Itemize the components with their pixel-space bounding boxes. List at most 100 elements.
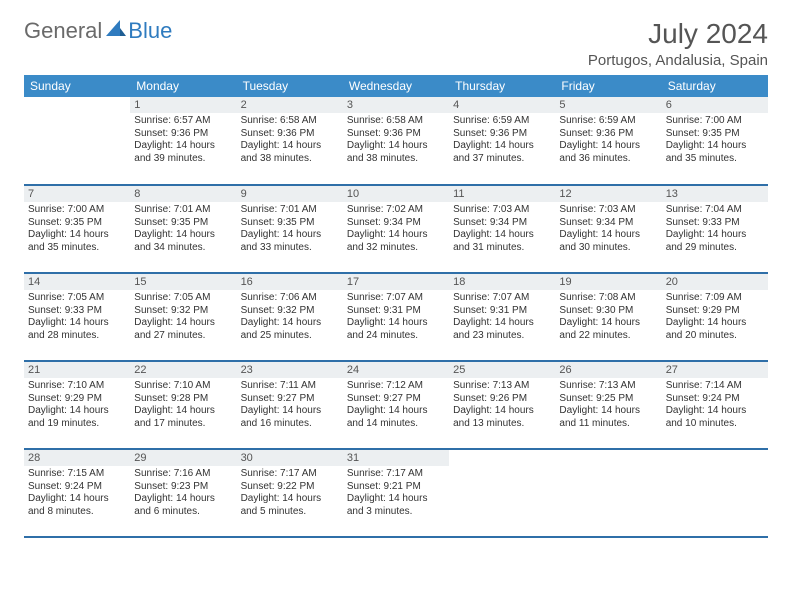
day-content: Sunrise: 6:57 AMSunset: 9:36 PMDaylight:…	[130, 113, 236, 167]
sunset-text: Sunset: 9:24 PM	[666, 393, 764, 406]
calendar-day: 7Sunrise: 7:00 AMSunset: 9:35 PMDaylight…	[24, 185, 130, 273]
sunset-text: Sunset: 9:36 PM	[241, 128, 339, 141]
calendar-day: 24Sunrise: 7:12 AMSunset: 9:27 PMDayligh…	[343, 361, 449, 449]
sunrise-text: Sunrise: 7:03 AM	[559, 204, 657, 217]
sunrise-text: Sunrise: 7:17 AM	[241, 468, 339, 481]
day-number: 22	[130, 362, 236, 378]
day-content: Sunrise: 7:09 AMSunset: 9:29 PMDaylight:…	[662, 290, 768, 344]
calendar-day: 26Sunrise: 7:13 AMSunset: 9:25 PMDayligh…	[555, 361, 661, 449]
sunrise-text: Sunrise: 6:58 AM	[347, 115, 445, 128]
sunrise-text: Sunrise: 7:13 AM	[559, 380, 657, 393]
sunrise-text: Sunrise: 7:13 AM	[453, 380, 551, 393]
sunrise-text: Sunrise: 7:03 AM	[453, 204, 551, 217]
day-content: Sunrise: 7:13 AMSunset: 9:26 PMDaylight:…	[449, 378, 555, 432]
calendar-day: 20Sunrise: 7:09 AMSunset: 9:29 PMDayligh…	[662, 273, 768, 361]
day-content: Sunrise: 7:05 AMSunset: 9:33 PMDaylight:…	[24, 290, 130, 344]
sunset-text: Sunset: 9:27 PM	[347, 393, 445, 406]
day-number: 3	[343, 97, 449, 113]
day-number: 8	[130, 186, 236, 202]
calendar-day: 15Sunrise: 7:05 AMSunset: 9:32 PMDayligh…	[130, 273, 236, 361]
sunset-text: Sunset: 9:36 PM	[347, 128, 445, 141]
calendar-head: SundayMondayTuesdayWednesdayThursdayFrid…	[24, 75, 768, 97]
sunrise-text: Sunrise: 6:58 AM	[241, 115, 339, 128]
sunset-text: Sunset: 9:29 PM	[28, 393, 126, 406]
sunset-text: Sunset: 9:36 PM	[559, 128, 657, 141]
daylight-text: Daylight: 14 hours and 36 minutes.	[559, 140, 657, 165]
calendar-day: 29Sunrise: 7:16 AMSunset: 9:23 PMDayligh…	[130, 449, 236, 537]
day-content: Sunrise: 7:00 AMSunset: 9:35 PMDaylight:…	[662, 113, 768, 167]
daylight-text: Daylight: 14 hours and 16 minutes.	[241, 405, 339, 430]
sunset-text: Sunset: 9:35 PM	[134, 217, 232, 230]
calendar-day: 12Sunrise: 7:03 AMSunset: 9:34 PMDayligh…	[555, 185, 661, 273]
weekday-header: Wednesday	[343, 75, 449, 97]
daylight-text: Daylight: 14 hours and 38 minutes.	[347, 140, 445, 165]
day-content: Sunrise: 7:01 AMSunset: 9:35 PMDaylight:…	[130, 202, 236, 256]
sunset-text: Sunset: 9:32 PM	[134, 305, 232, 318]
daylight-text: Daylight: 14 hours and 29 minutes.	[666, 229, 764, 254]
sunset-text: Sunset: 9:31 PM	[453, 305, 551, 318]
day-number: 31	[343, 450, 449, 466]
daylight-text: Daylight: 14 hours and 20 minutes.	[666, 317, 764, 342]
day-number: 29	[130, 450, 236, 466]
calendar-day: 31Sunrise: 7:17 AMSunset: 9:21 PMDayligh…	[343, 449, 449, 537]
logo: General Blue	[24, 18, 172, 44]
calendar-day	[449, 449, 555, 537]
day-number: 7	[24, 186, 130, 202]
calendar-day: 10Sunrise: 7:02 AMSunset: 9:34 PMDayligh…	[343, 185, 449, 273]
sunset-text: Sunset: 9:35 PM	[241, 217, 339, 230]
sunrise-text: Sunrise: 7:07 AM	[453, 292, 551, 305]
day-content: Sunrise: 7:13 AMSunset: 9:25 PMDaylight:…	[555, 378, 661, 432]
daylight-text: Daylight: 14 hours and 6 minutes.	[134, 493, 232, 518]
weekday-header: Saturday	[662, 75, 768, 97]
day-number: 12	[555, 186, 661, 202]
day-number: 27	[662, 362, 768, 378]
weekday-header: Sunday	[24, 75, 130, 97]
daylight-text: Daylight: 14 hours and 30 minutes.	[559, 229, 657, 254]
daylight-text: Daylight: 14 hours and 11 minutes.	[559, 405, 657, 430]
day-content: Sunrise: 7:10 AMSunset: 9:29 PMDaylight:…	[24, 378, 130, 432]
sunset-text: Sunset: 9:32 PM	[241, 305, 339, 318]
daylight-text: Daylight: 14 hours and 19 minutes.	[28, 405, 126, 430]
daylight-text: Daylight: 14 hours and 23 minutes.	[453, 317, 551, 342]
weekday-header: Thursday	[449, 75, 555, 97]
day-content: Sunrise: 7:08 AMSunset: 9:30 PMDaylight:…	[555, 290, 661, 344]
daylight-text: Daylight: 14 hours and 38 minutes.	[241, 140, 339, 165]
logo-text-blue: Blue	[128, 18, 172, 44]
sunset-text: Sunset: 9:34 PM	[453, 217, 551, 230]
logo-sail-icon	[106, 20, 126, 43]
daylight-text: Daylight: 14 hours and 22 minutes.	[559, 317, 657, 342]
sunrise-text: Sunrise: 7:10 AM	[134, 380, 232, 393]
day-content: Sunrise: 7:14 AMSunset: 9:24 PMDaylight:…	[662, 378, 768, 432]
day-number: 21	[24, 362, 130, 378]
day-number: 30	[237, 450, 343, 466]
daylight-text: Daylight: 14 hours and 39 minutes.	[134, 140, 232, 165]
daylight-text: Daylight: 14 hours and 34 minutes.	[134, 229, 232, 254]
calendar-day: 11Sunrise: 7:03 AMSunset: 9:34 PMDayligh…	[449, 185, 555, 273]
calendar-day: 4Sunrise: 6:59 AMSunset: 9:36 PMDaylight…	[449, 97, 555, 185]
calendar-body: 1Sunrise: 6:57 AMSunset: 9:36 PMDaylight…	[24, 97, 768, 537]
sunrise-text: Sunrise: 7:05 AM	[134, 292, 232, 305]
sunset-text: Sunset: 9:28 PM	[134, 393, 232, 406]
daylight-text: Daylight: 14 hours and 37 minutes.	[453, 140, 551, 165]
sunrise-text: Sunrise: 7:17 AM	[347, 468, 445, 481]
calendar-day: 2Sunrise: 6:58 AMSunset: 9:36 PMDaylight…	[237, 97, 343, 185]
day-number: 14	[24, 274, 130, 290]
sunrise-text: Sunrise: 7:10 AM	[28, 380, 126, 393]
day-number: 26	[555, 362, 661, 378]
location: Portugos, Andalusia, Spain	[588, 52, 768, 69]
day-number: 6	[662, 97, 768, 113]
sunrise-text: Sunrise: 7:12 AM	[347, 380, 445, 393]
header: General Blue July 2024 Portugos, Andalus…	[24, 18, 768, 69]
calendar-week: 14Sunrise: 7:05 AMSunset: 9:33 PMDayligh…	[24, 273, 768, 361]
weekday-header: Friday	[555, 75, 661, 97]
daylight-text: Daylight: 14 hours and 35 minutes.	[28, 229, 126, 254]
daylight-text: Daylight: 14 hours and 5 minutes.	[241, 493, 339, 518]
sunset-text: Sunset: 9:34 PM	[347, 217, 445, 230]
day-content: Sunrise: 7:07 AMSunset: 9:31 PMDaylight:…	[343, 290, 449, 344]
day-number: 16	[237, 274, 343, 290]
daylight-text: Daylight: 14 hours and 10 minutes.	[666, 405, 764, 430]
calendar-week: 7Sunrise: 7:00 AMSunset: 9:35 PMDaylight…	[24, 185, 768, 273]
calendar-day: 27Sunrise: 7:14 AMSunset: 9:24 PMDayligh…	[662, 361, 768, 449]
title-block: July 2024 Portugos, Andalusia, Spain	[588, 18, 768, 69]
calendar-day: 23Sunrise: 7:11 AMSunset: 9:27 PMDayligh…	[237, 361, 343, 449]
